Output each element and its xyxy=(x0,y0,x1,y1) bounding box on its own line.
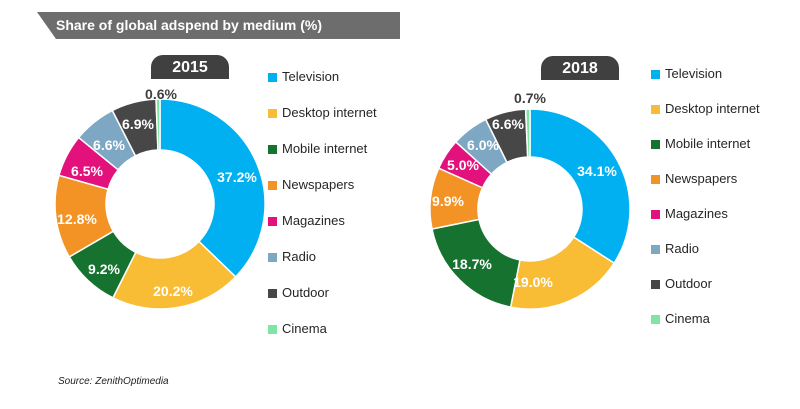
year-tab-2015: 2015 xyxy=(151,55,229,79)
data-label-2018-radio: 6.0% xyxy=(467,137,499,153)
data-label-2015-cinema: 0.6% xyxy=(145,86,177,102)
chart-title: Share of global adspend by medium (%) xyxy=(56,17,323,33)
data-label-2015-radio: 6.6% xyxy=(93,137,125,153)
data-label-2018-newspapers: 9.9% xyxy=(432,193,464,209)
legend-label: Radio xyxy=(665,241,699,256)
data-label-2015-desktop-internet: 20.2% xyxy=(153,283,193,299)
legend-label: Desktop internet xyxy=(282,105,377,120)
legend-swatch xyxy=(268,217,277,226)
legend-label: Newspapers xyxy=(282,177,355,192)
data-label-2018-cinema: 0.7% xyxy=(514,90,546,106)
legend-swatch xyxy=(268,109,277,118)
legend-swatch xyxy=(651,280,660,289)
data-label-2015-television: 37.2% xyxy=(217,169,257,185)
legend-swatch xyxy=(651,245,660,254)
legend-label: Mobile internet xyxy=(665,136,751,151)
legend-swatch xyxy=(268,253,277,262)
legend-label: Radio xyxy=(282,249,316,264)
legend-label: Desktop internet xyxy=(665,101,760,116)
legend-swatch xyxy=(651,210,660,219)
data-label-2018-magazines: 5.0% xyxy=(447,157,479,173)
legend-label: Television xyxy=(282,69,340,84)
source-note: Source: ZenithOptimedia xyxy=(58,376,169,387)
data-label-2018-desktop-internet: 19.0% xyxy=(513,274,553,290)
title-banner-shape xyxy=(37,12,400,39)
legend-label: Outdoor xyxy=(665,276,712,291)
year-tab-2018: 2018 xyxy=(541,56,619,80)
data-label-2018-mobile-internet: 18.7% xyxy=(452,256,492,272)
legend-swatch xyxy=(268,73,277,82)
legend-swatch xyxy=(268,289,277,298)
legend-swatch xyxy=(268,145,277,154)
legend-label: Cinema xyxy=(282,321,327,336)
legend-label: Magazines xyxy=(665,206,728,221)
legend-swatch xyxy=(651,70,660,79)
legend-swatch xyxy=(651,315,660,324)
slice-2015-cinema xyxy=(155,98,161,151)
legend-label: Cinema xyxy=(665,311,710,326)
data-label-2018-television: 34.1% xyxy=(577,163,617,179)
legend-swatch xyxy=(651,175,660,184)
legend-swatch xyxy=(268,325,277,334)
legend-label: Magazines xyxy=(282,213,345,228)
title-banner: Share of global adspend by medium (%) xyxy=(37,12,400,39)
data-label-2018-outdoor: 6.6% xyxy=(492,116,524,132)
data-label-2015-newspapers: 12.8% xyxy=(57,211,97,227)
legend-swatch xyxy=(268,181,277,190)
legend-swatch xyxy=(651,105,660,114)
data-label-2015-magazines: 6.5% xyxy=(71,163,103,179)
data-label-2015-outdoor: 6.9% xyxy=(122,116,154,132)
legend-label: Outdoor xyxy=(282,285,329,300)
data-label-2015-mobile-internet: 9.2% xyxy=(88,261,120,277)
slice-2018-cinema xyxy=(524,108,531,158)
legend-swatch xyxy=(651,140,660,149)
slice-2018-television xyxy=(529,108,631,265)
legend-label: Mobile internet xyxy=(282,141,368,156)
legend-label: Newspapers xyxy=(665,171,738,186)
legend-label: Television xyxy=(665,66,723,81)
slice-2015-television xyxy=(159,98,266,278)
